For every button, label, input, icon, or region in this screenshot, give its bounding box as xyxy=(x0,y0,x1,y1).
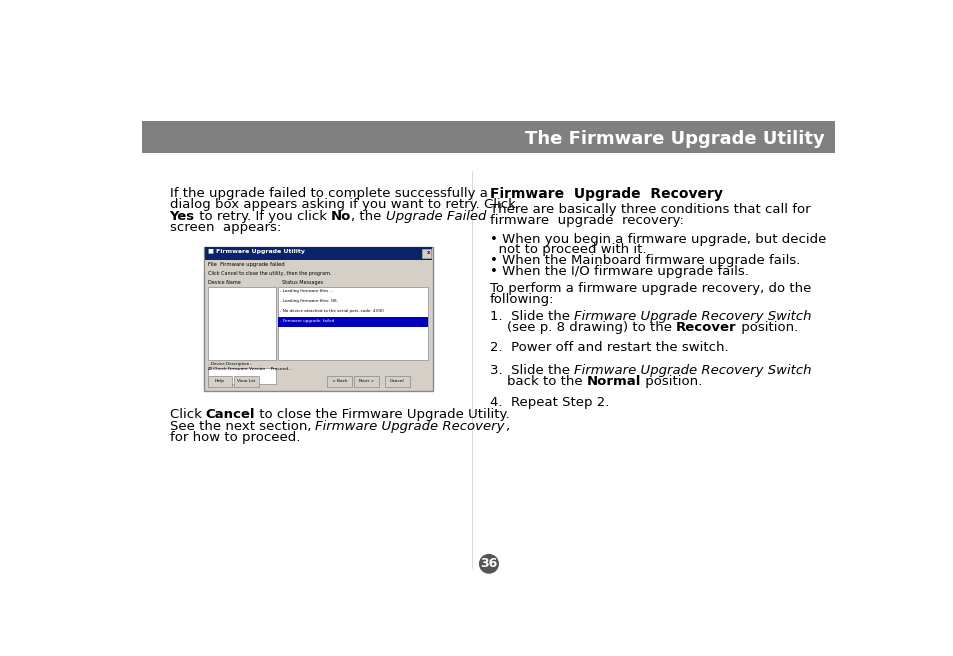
Text: Normal: Normal xyxy=(586,375,640,388)
Text: (see p. 8 drawing) to the: (see p. 8 drawing) to the xyxy=(489,321,676,335)
Text: - Loading firmware files ...: - Loading firmware files ... xyxy=(279,289,333,293)
Text: Firmware Upgrade Recovery: Firmware Upgrade Recovery xyxy=(315,420,504,433)
Text: ☑ Check Firmware Version    Proceed...: ☑ Check Firmware Version Proceed... xyxy=(208,367,292,371)
Text: to retry. If you click: to retry. If you click xyxy=(194,210,331,222)
Bar xyxy=(205,247,432,260)
Text: 3.  Slide the: 3. Slide the xyxy=(489,363,574,377)
Text: - Device Description -: - Device Description - xyxy=(208,362,252,366)
Text: • When the I/O firmware upgrade fails.: • When the I/O firmware upgrade fails. xyxy=(489,265,748,278)
Text: , the: , the xyxy=(351,210,386,222)
Text: View Lst: View Lst xyxy=(237,379,255,383)
Text: < Back: < Back xyxy=(332,379,347,383)
Bar xyxy=(208,287,275,359)
Text: ■ Firmware Upgrade Utility: ■ Firmware Upgrade Utility xyxy=(208,249,304,254)
Text: x: x xyxy=(426,250,430,255)
Bar xyxy=(278,287,427,359)
Text: File  Firmware upgrade failed: File Firmware upgrade failed xyxy=(208,262,284,267)
Bar xyxy=(278,318,427,327)
Bar xyxy=(385,376,410,387)
Text: - Firmware upgrade: failed: - Firmware upgrade: failed xyxy=(279,319,334,323)
Text: Help: Help xyxy=(214,379,225,383)
Text: for how to proceed.: for how to proceed. xyxy=(170,432,299,444)
Text: Status Messages: Status Messages xyxy=(282,281,323,285)
Text: Cancel: Cancel xyxy=(390,379,404,383)
Text: Click: Click xyxy=(170,408,206,421)
Text: 1.  Slide the: 1. Slide the xyxy=(489,310,574,323)
Text: position.: position. xyxy=(736,321,797,335)
Bar xyxy=(208,368,275,384)
Text: firmware  upgrade  recovery:: firmware upgrade recovery: xyxy=(489,215,683,227)
Text: Firmware  Upgrade  Recovery: Firmware Upgrade Recovery xyxy=(489,186,721,201)
Text: screen  appears:: screen appears: xyxy=(170,221,280,234)
Text: To perform a firmware upgrade recovery, do the: To perform a firmware upgrade recovery, … xyxy=(489,282,810,295)
Text: There are basically three conditions that call for: There are basically three conditions tha… xyxy=(489,203,809,216)
Text: 2.  Power off and restart the switch.: 2. Power off and restart the switch. xyxy=(489,340,727,354)
Text: • When you begin a firmware upgrade, but decide: • When you begin a firmware upgrade, but… xyxy=(489,233,825,246)
Text: If the upgrade failed to complete successfully a: If the upgrade failed to complete succes… xyxy=(170,186,487,199)
Text: - Loading firmware files: OK.: - Loading firmware files: OK. xyxy=(279,299,337,303)
Text: Next >: Next > xyxy=(358,379,374,383)
Bar xyxy=(208,376,233,387)
Bar xyxy=(327,376,352,387)
Bar xyxy=(204,247,433,392)
Text: Firmware Upgrade Recovery Switch: Firmware Upgrade Recovery Switch xyxy=(574,363,811,377)
Text: Yes: Yes xyxy=(170,210,194,222)
Text: No: No xyxy=(331,210,351,222)
Text: 36: 36 xyxy=(479,558,497,570)
Text: Firmware Upgrade Recovery Switch: Firmware Upgrade Recovery Switch xyxy=(574,310,811,323)
Text: The Firmware Upgrade Utility: The Firmware Upgrade Utility xyxy=(524,130,823,148)
Bar xyxy=(233,376,258,387)
Text: position.: position. xyxy=(640,375,701,388)
Text: to close the Firmware Upgrade Utility.: to close the Firmware Upgrade Utility. xyxy=(255,408,509,421)
Text: Upgrade Failed: Upgrade Failed xyxy=(386,210,486,222)
Text: See the next section,: See the next section, xyxy=(170,420,315,433)
Text: - No device attached to the serial port, code: 4(00): - No device attached to the serial port,… xyxy=(279,309,383,313)
Text: Click Cancel to close the utility, then the program.: Click Cancel to close the utility, then … xyxy=(208,271,331,276)
Text: • When the Mainboard firmware upgrade fails.: • When the Mainboard firmware upgrade fa… xyxy=(489,255,800,267)
Text: ,: , xyxy=(504,420,509,433)
Text: back to the: back to the xyxy=(489,375,586,388)
Text: Device Name: Device Name xyxy=(208,281,240,285)
Circle shape xyxy=(479,554,497,573)
Bar xyxy=(354,376,378,387)
Text: following:: following: xyxy=(489,293,554,306)
Text: Cancel: Cancel xyxy=(206,408,255,421)
Bar xyxy=(142,121,835,154)
Text: Recover: Recover xyxy=(676,321,736,335)
Bar xyxy=(205,260,432,270)
Text: 4.  Repeat Step 2.: 4. Repeat Step 2. xyxy=(489,396,608,409)
Bar xyxy=(422,249,431,258)
Text: dialog box appears asking if you want to retry. Click: dialog box appears asking if you want to… xyxy=(170,198,515,211)
Text: not to proceed with it.: not to proceed with it. xyxy=(489,243,645,256)
